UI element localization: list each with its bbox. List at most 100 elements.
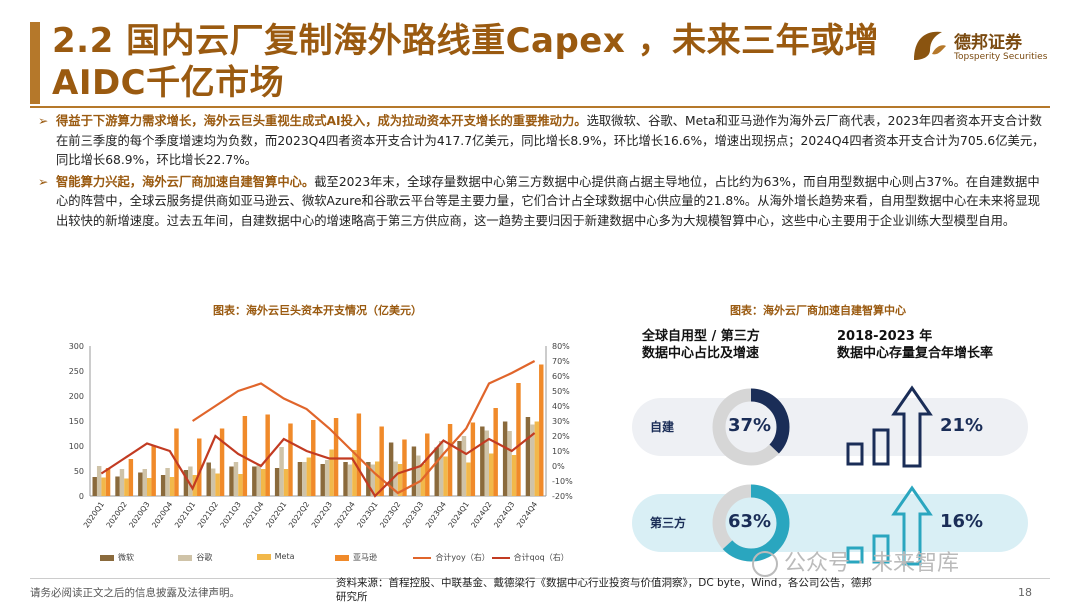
y2-tick-label: 70% bbox=[552, 357, 570, 366]
bar bbox=[188, 466, 193, 496]
bar bbox=[343, 462, 348, 496]
bar bbox=[443, 456, 448, 496]
y-tick-label: 100 bbox=[69, 442, 84, 451]
self-built-growth-icon bbox=[846, 385, 933, 468]
x-tick-label: 2022Q3 bbox=[310, 500, 335, 530]
y-tick-label: 200 bbox=[69, 392, 84, 401]
bar bbox=[489, 453, 494, 496]
third-party-share-value: 63% bbox=[728, 511, 772, 532]
third-party-share-ring bbox=[712, 484, 790, 562]
self-built-band bbox=[632, 398, 1028, 456]
legend-item: 谷歌 bbox=[178, 552, 212, 563]
bar bbox=[416, 455, 421, 496]
y2-tick-label: 60% bbox=[552, 372, 570, 381]
bar bbox=[105, 468, 111, 496]
x-tick-label: 2021Q4 bbox=[241, 500, 266, 530]
bar bbox=[502, 421, 508, 496]
third-party-label: 第三方 bbox=[650, 516, 687, 530]
bar bbox=[447, 424, 453, 496]
company-logo-name: 德邦证券 bbox=[954, 33, 1022, 53]
bar bbox=[539, 364, 544, 496]
legend-label: 微软 bbox=[118, 553, 134, 562]
y2-tick-label: 30% bbox=[552, 417, 570, 426]
x-tick-label: 2020Q3 bbox=[127, 500, 152, 530]
legend-label: 亚马逊 bbox=[353, 553, 377, 562]
legend-item: 亚马逊 bbox=[335, 552, 377, 563]
bullet-list: ➢ 得益于下游算力需求增长，海外云巨头重视生成式AI投入，成为拉动资本开支增长的… bbox=[38, 112, 1050, 233]
bar bbox=[274, 468, 280, 496]
bar bbox=[438, 441, 444, 496]
capex-chart: 0 50 100 150 200 250 300 -20% -10% 0% 10% 20% 30% 40%… bbox=[69, 342, 573, 530]
watermark-text: 公众号 · 未来智库 bbox=[784, 551, 959, 576]
bar bbox=[411, 446, 417, 496]
x-tick-label: 2020Q1 bbox=[82, 500, 107, 530]
header-divider bbox=[30, 106, 1050, 108]
x-tick-label: 2023Q3 bbox=[401, 500, 426, 530]
bar bbox=[142, 469, 147, 496]
legend-item: 合计qoq（右） bbox=[491, 552, 569, 563]
x-tick-label: 2022Q1 bbox=[264, 500, 289, 530]
bar bbox=[393, 461, 398, 496]
bullet-highlight: 智能算力兴起，海外云厂商加速自建智算中心。 bbox=[56, 174, 315, 189]
legend-item: 合计yoy（右） bbox=[413, 552, 490, 563]
legend-swatch bbox=[491, 556, 510, 559]
x-tick-label: 2021Q3 bbox=[218, 500, 243, 530]
page-title: 2.2 国内云厂复制海外路线重Capex ，未来三年或增AIDC千亿市场 bbox=[52, 21, 880, 103]
datacenter-infographic: 全球自用型 / 第三方 数据中心占比及增速 2018-2023 年 数据中心存量… bbox=[632, 326, 1032, 588]
y-tick-label: 300 bbox=[69, 342, 84, 351]
bar bbox=[333, 418, 339, 496]
bar bbox=[238, 474, 243, 496]
bar bbox=[242, 416, 248, 496]
bar bbox=[119, 469, 125, 496]
y2-tick-label: 20% bbox=[552, 432, 570, 441]
capex-chart-legend: 微软 谷歌 Meta 亚马逊 合计yoy（右） 合计qoq（右） bbox=[100, 552, 570, 564]
company-logo-icon bbox=[914, 31, 946, 60]
bar bbox=[206, 462, 211, 496]
y2-tick-label: -10% bbox=[552, 477, 573, 486]
x-tick-label: 2020Q4 bbox=[150, 500, 175, 530]
bullet-highlight: 得益于下游算力需求增长，海外云巨头重视生成式AI投入，成为拉动资本开支增长的重要… bbox=[56, 114, 587, 128]
bar bbox=[210, 468, 216, 496]
bar bbox=[402, 439, 407, 496]
bar bbox=[525, 417, 531, 496]
bar bbox=[151, 446, 156, 496]
self-built-growth-value: 21% bbox=[940, 415, 984, 436]
y2-tick-label: 50% bbox=[552, 387, 570, 396]
y2-tick-label: 40% bbox=[552, 402, 570, 411]
y2-tick-label: 10% bbox=[552, 447, 570, 456]
bar bbox=[115, 476, 120, 496]
y2-tick-label: 0% bbox=[552, 462, 565, 471]
bar bbox=[302, 462, 307, 496]
bar bbox=[480, 426, 485, 496]
bar bbox=[470, 422, 476, 496]
legend-swatch bbox=[413, 556, 432, 559]
title-accent-bar bbox=[30, 22, 40, 104]
legend-label: Meta bbox=[274, 552, 295, 561]
company-logo-name-en: Topsperity Securities bbox=[954, 52, 1048, 62]
legend-swatch bbox=[335, 554, 349, 561]
third-party-band bbox=[632, 494, 1028, 552]
bar bbox=[311, 420, 316, 496]
bar bbox=[397, 464, 403, 496]
bar bbox=[324, 460, 330, 496]
bar bbox=[96, 466, 102, 496]
infographic-left-heading-line: 数据中心占比及增速 bbox=[642, 346, 760, 361]
bar bbox=[347, 464, 353, 496]
bar bbox=[101, 477, 106, 496]
ring-share-arc bbox=[712, 484, 790, 562]
bullet-item: ➢ 智能算力兴起，海外云厂商加速自建智算中心。截至2023年末，全球存量数据中心… bbox=[38, 173, 1050, 232]
bar bbox=[511, 455, 517, 496]
watermark: 公众号 · 未来智库 bbox=[752, 545, 959, 577]
y2-tick-label: -20% bbox=[552, 492, 573, 501]
bullet-text: 截至2023年末，全球存量数据中心第三方数据中心提供商占据主导地位，占比约为63… bbox=[56, 174, 1041, 228]
bar bbox=[375, 461, 380, 496]
infographic-right-heading-line: 2018-2023 年 bbox=[837, 329, 933, 344]
x-tick-label: 2024Q1 bbox=[446, 500, 471, 530]
bar bbox=[265, 414, 270, 496]
bullet-item: ➢ 得益于下游算力需求增长，海外云巨头重视生成式AI投入，成为拉动资本开支增长的… bbox=[38, 112, 1050, 171]
bullet-arrow-icon: ➢ bbox=[38, 114, 49, 128]
bar bbox=[169, 477, 175, 496]
bar bbox=[530, 424, 535, 496]
x-tick-label: 2023Q4 bbox=[424, 500, 449, 530]
bar bbox=[534, 421, 540, 496]
